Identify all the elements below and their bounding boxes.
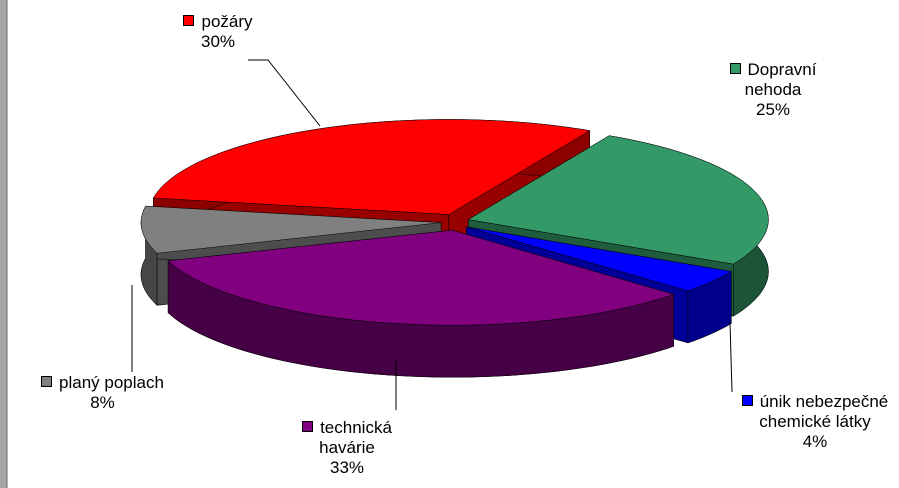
category-label: požáry [201,12,253,31]
slice-top [466,226,733,292]
value-label: 25% [755,100,791,119]
data-label: Dopravní nehoda 25% [708,60,838,120]
category-label: planý poplach [59,373,164,392]
category-label: Dopravní nehoda [744,60,817,99]
legend-swatch [729,63,741,74]
data-label: planý poplach 8% [10,373,195,413]
left-border [0,0,7,488]
value-label: 4% [802,432,828,451]
value-label: 33% [329,458,365,477]
slice [167,229,675,378]
legend-swatch [183,15,195,26]
leader-lines [131,59,733,410]
leader-line [729,321,733,393]
category-label: únik nebezpečné chemické látky [759,392,889,431]
data-label: technická havárie 33% [282,418,412,478]
slice-top [152,119,591,215]
slice-top [167,229,675,326]
value-label: 8% [90,393,115,412]
slice-top [140,205,442,254]
legend-swatch [41,376,53,387]
leader-line [248,59,321,127]
data-label: únik nebezpečné chemické látky 4% [735,392,895,452]
data-label: požáry 30% [168,12,268,52]
legend-swatch [302,421,314,432]
category-label: technická havárie [319,418,392,457]
pie [140,119,769,378]
slice-top [467,135,769,265]
legend-swatch [741,395,753,406]
value-label: 30% [200,32,236,51]
